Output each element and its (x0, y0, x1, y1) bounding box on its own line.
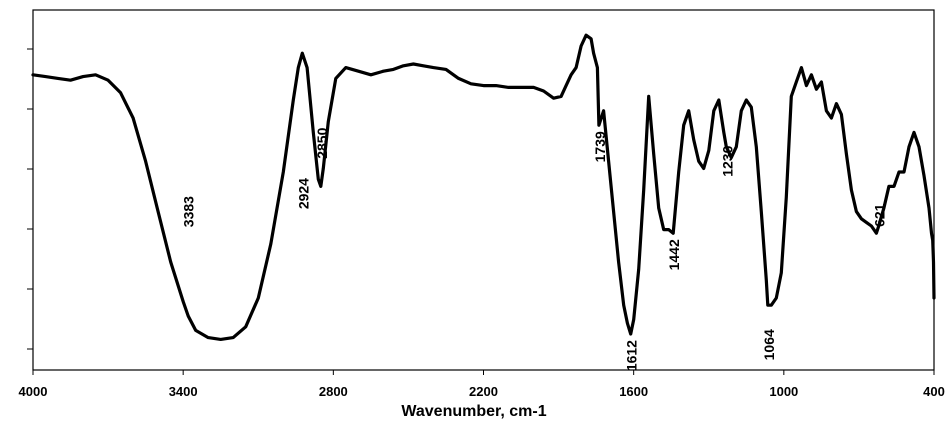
x-axis-ticks: 4000 3400 2800 2200 1600 1000 400 (19, 370, 945, 399)
peak-label: 1442 (666, 239, 682, 270)
peak-label: 2924 (295, 178, 311, 209)
x-tick-label: 2200 (469, 384, 498, 399)
x-tick-label: 4000 (19, 384, 48, 399)
peak-label: 1612 (624, 340, 640, 371)
x-tick-label: 1000 (769, 384, 798, 399)
y-axis-ticks (27, 48, 33, 350)
x-tick-label: 1600 (619, 384, 648, 399)
peak-label: 1230 (719, 145, 735, 176)
peak-label: 621 (872, 203, 888, 227)
peak-label: 3383 (180, 196, 196, 227)
spectrum-line (31, 33, 936, 341)
x-tick-label: 400 (923, 384, 945, 399)
x-axis-label: Wavenumber, cm-1 (401, 403, 546, 420)
peak-annotations: 3383 2924 2850 1739 1612 1442 1230 1064 621 (180, 127, 887, 371)
series-layer (31, 33, 936, 341)
plot-border (32, 9, 935, 371)
plot-area (32, 9, 935, 371)
x-tick-label: 3400 (169, 384, 198, 399)
x-tick-label: 2800 (319, 384, 348, 399)
peak-label: 2850 (314, 127, 330, 158)
peak-label: 1739 (592, 131, 608, 162)
peak-label: 1064 (761, 329, 777, 360)
